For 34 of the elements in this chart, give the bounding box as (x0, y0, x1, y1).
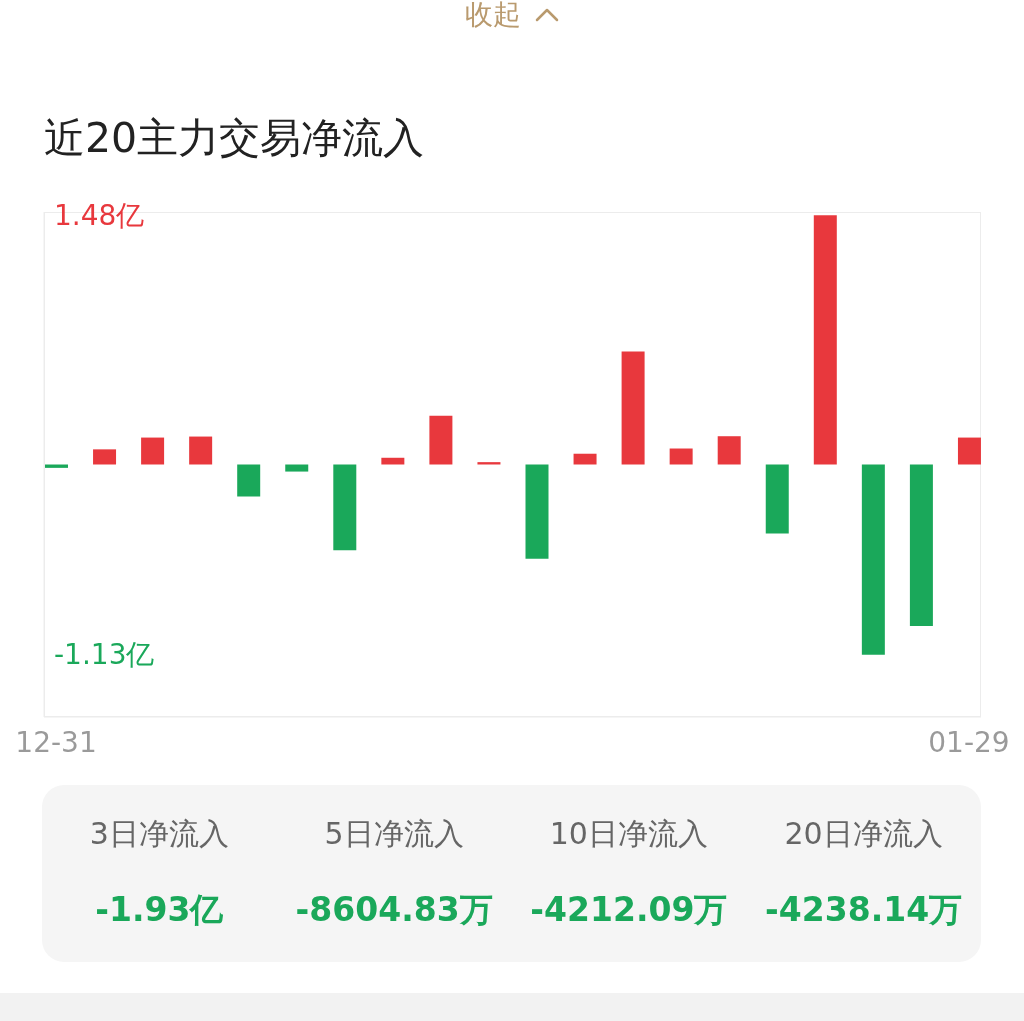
bar (285, 464, 309, 472)
bar (861, 464, 885, 655)
bar (141, 437, 165, 465)
chart-title: 近20主力交易净流入 (44, 114, 425, 162)
bar (669, 448, 693, 465)
text: -4212.09万 (530, 890, 728, 929)
bar (93, 449, 117, 465)
text: -8604.83万 (295, 890, 493, 929)
bar (765, 464, 789, 534)
bar (573, 453, 597, 465)
text: -4238.14万 (765, 890, 963, 929)
category-label: 5日净流入 (324, 816, 464, 851)
bar (525, 464, 549, 559)
bar (621, 351, 645, 465)
bar (429, 415, 453, 465)
bar (45, 464, 68, 468)
bar (237, 464, 261, 497)
y-tick-label: 1.48亿 (54, 198, 145, 232)
bar (381, 457, 405, 465)
bar (333, 464, 357, 551)
bar (477, 462, 501, 465)
category-label: 10日净流入 (549, 816, 708, 851)
bar (813, 215, 837, 465)
bar (957, 437, 981, 465)
category-label: 20日净流入 (784, 816, 943, 851)
bar (909, 464, 933, 627)
y-tick-label: -1.13亿 (54, 638, 155, 672)
text: 收起 (465, 0, 521, 31)
bar (717, 436, 741, 465)
x-tick-label: 01-29 (928, 725, 1010, 759)
category-label: 3日净流入 (89, 816, 229, 851)
bar (189, 436, 213, 465)
x-tick-label: 12-31 (15, 725, 97, 759)
text: -1.93亿 (95, 890, 224, 929)
